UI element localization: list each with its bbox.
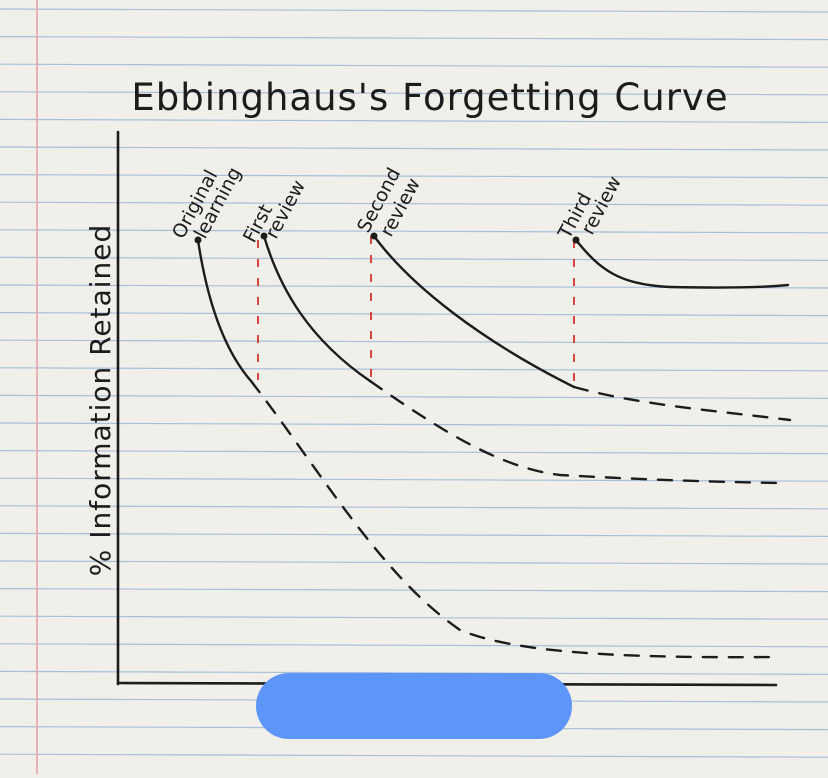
ruled-line — [0, 394, 828, 399]
ruled-line — [0, 312, 828, 317]
ruled-line — [0, 422, 828, 427]
ruled-line — [0, 146, 828, 151]
ruled-line — [0, 8, 828, 13]
redaction-block — [256, 673, 572, 739]
ruled-line — [0, 201, 828, 206]
point-first — [260, 232, 268, 240]
ruled-line — [0, 63, 828, 68]
curves — [196, 234, 792, 659]
ruled-lines — [0, 8, 828, 758]
ruled-line — [0, 532, 828, 538]
review-points — [194, 232, 580, 244]
chart-title: Ebbinghaus's Forgetting Curve — [131, 76, 728, 119]
y-axis-label: % Information Retained — [84, 224, 117, 577]
ruled-line — [0, 753, 828, 758]
review-markers — [257, 236, 575, 386]
point-original — [194, 236, 202, 244]
ruled-line — [0, 36, 828, 41]
ruled-line — [0, 450, 828, 455]
point-third — [572, 236, 580, 244]
point-second — [370, 232, 378, 240]
curve-second-projected — [572, 385, 792, 422]
curve-first-projected — [368, 379, 782, 485]
curve-original-solid — [196, 238, 253, 383]
ruled-line — [0, 118, 828, 123]
ruled-line — [0, 229, 828, 234]
ruled-line — [0, 560, 828, 565]
ruled-line — [0, 505, 828, 510]
ruled-line — [0, 91, 828, 96]
curve-original-projected — [249, 379, 780, 659]
ruled-line — [0, 256, 828, 261]
curve-third-solid — [574, 238, 790, 289]
curve-second-solid — [372, 234, 576, 389]
ruled-line — [0, 339, 828, 344]
curve-first-solid — [262, 234, 372, 383]
ruled-line — [0, 174, 828, 179]
ruled-line — [0, 643, 828, 648]
ruled-line — [0, 477, 828, 482]
ruled-line — [0, 670, 828, 676]
ruled-line — [0, 615, 828, 620]
ruled-line — [0, 367, 828, 372]
